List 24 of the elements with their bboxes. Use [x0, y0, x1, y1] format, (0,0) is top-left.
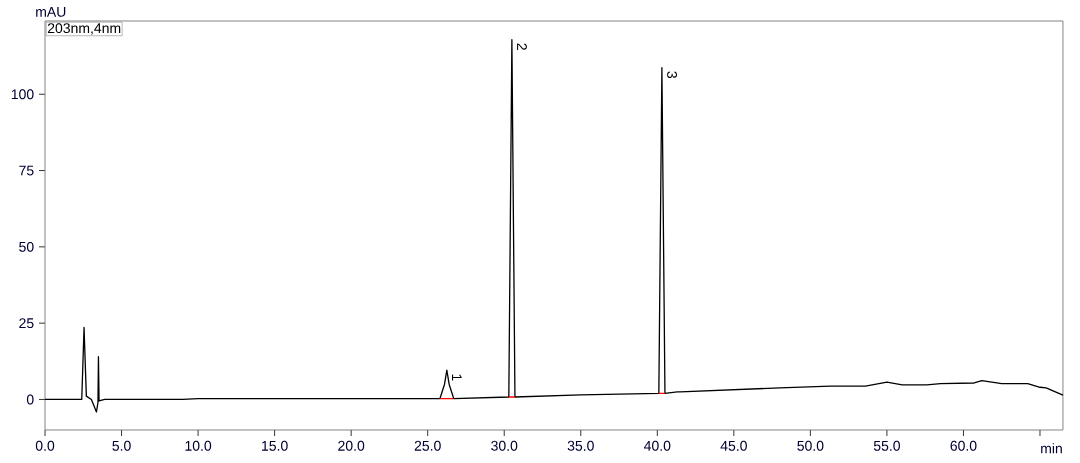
x-tick-label: 35.0 [567, 440, 594, 451]
x-tick-label: 60.0 [950, 440, 977, 451]
x-tick-label: 45.0 [720, 440, 747, 451]
y-tick-label: 25 [19, 318, 34, 329]
y-axis-title: mAU [36, 7, 66, 17]
x-tick-label: 55.0 [873, 440, 900, 451]
y-tick-label: 75 [19, 165, 34, 176]
annotation: 1 [452, 374, 462, 381]
x-tick-label: 5.0 [112, 440, 131, 451]
x-tick-label: 15.0 [262, 440, 288, 451]
x-tick-label: 0.0 [35, 440, 55, 451]
y-tick-label: 100 [11, 89, 34, 100]
annotation: 3 [667, 71, 678, 79]
annotation: 2 [517, 43, 527, 50]
y-tick-label: 0 [26, 394, 34, 405]
x-tick-label: 25.0 [414, 440, 441, 451]
y-tick-label: 50 [19, 241, 34, 252]
x-tick-label: 30.0 [491, 440, 518, 451]
x-tick-label: 50.0 [797, 440, 824, 451]
annotation: 203nm,4nm [47, 23, 121, 35]
x-tick-label: 20.0 [338, 440, 365, 451]
x-axis-title: min [1041, 443, 1062, 454]
x-tick-label: 10.0 [185, 440, 212, 451]
x-tick-label: 40.0 [644, 440, 671, 451]
